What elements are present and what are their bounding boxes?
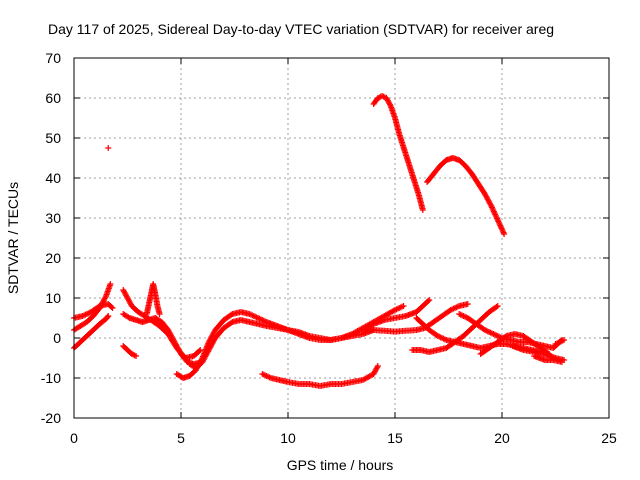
y-tick-label: 40 bbox=[45, 170, 61, 186]
data-point bbox=[400, 303, 407, 309]
data-point bbox=[464, 301, 471, 307]
data-point bbox=[558, 359, 565, 365]
data-point bbox=[133, 353, 140, 359]
y-tick-label: 0 bbox=[53, 330, 61, 346]
data-point bbox=[109, 305, 116, 311]
y-tick-label: 10 bbox=[45, 290, 61, 306]
series-track bbox=[370, 93, 426, 213]
data-point bbox=[228, 319, 235, 326]
data-point bbox=[561, 337, 568, 343]
x-tick-label: 5 bbox=[177, 430, 185, 446]
data-point bbox=[425, 298, 432, 304]
y-tick-label: -10 bbox=[41, 370, 61, 386]
data-point bbox=[374, 363, 381, 369]
data-point bbox=[196, 348, 203, 354]
series-track bbox=[120, 343, 140, 359]
data-point bbox=[501, 231, 508, 237]
data-point bbox=[369, 321, 376, 328]
y-tick-label: 50 bbox=[45, 130, 61, 146]
series-track bbox=[71, 313, 112, 351]
data-point bbox=[493, 303, 500, 310]
series-track bbox=[105, 145, 112, 151]
data-point bbox=[426, 297, 433, 303]
grid bbox=[74, 58, 609, 418]
y-tick-label: 70 bbox=[45, 50, 61, 66]
series-track bbox=[186, 317, 377, 371]
data-point bbox=[105, 313, 112, 319]
y-tick-label: 30 bbox=[45, 210, 61, 226]
series-track bbox=[120, 311, 206, 367]
chart-title: Day 117 of 2025, Sidereal Day-to-day VTE… bbox=[48, 21, 554, 37]
data-point bbox=[95, 303, 102, 310]
data-points bbox=[71, 93, 568, 389]
data-point bbox=[104, 313, 111, 320]
y-tick-label: -20 bbox=[41, 410, 61, 426]
series-track bbox=[424, 155, 508, 237]
x-axis-label: GPS time / hours bbox=[287, 457, 394, 473]
x-tick-label: 25 bbox=[601, 430, 617, 446]
plot-frame bbox=[73, 57, 610, 419]
data-point bbox=[108, 304, 115, 310]
data-point bbox=[419, 207, 426, 213]
series-track bbox=[359, 297, 433, 333]
data-point bbox=[105, 145, 112, 151]
data-point bbox=[502, 333, 509, 340]
axis-ticks bbox=[73, 57, 610, 419]
data-point bbox=[494, 303, 501, 309]
data-point bbox=[156, 311, 163, 317]
axis-tick-labels: 0 5 10 15 20 25 -20 -10 0 10 20 30 40 50 60 70 bbox=[41, 50, 617, 446]
series-track bbox=[173, 303, 407, 381]
y-tick-label: 20 bbox=[45, 250, 61, 266]
series-track bbox=[143, 281, 163, 317]
series-track bbox=[259, 363, 381, 389]
data-point bbox=[387, 101, 394, 108]
data-point bbox=[487, 201, 494, 208]
x-tick-label: 15 bbox=[387, 430, 403, 446]
series-track bbox=[552, 337, 568, 347]
data-point bbox=[228, 311, 235, 318]
x-tick-label: 20 bbox=[494, 430, 510, 446]
series-track bbox=[359, 301, 471, 335]
y-tick-label: 60 bbox=[45, 90, 61, 106]
data-point bbox=[102, 294, 109, 301]
x-tick-label: 0 bbox=[70, 430, 78, 446]
series-track bbox=[531, 353, 565, 365]
x-tick-label: 10 bbox=[280, 430, 296, 446]
y-axis-label: SDTVAR / TECUs bbox=[5, 182, 21, 294]
data-point bbox=[107, 281, 114, 287]
data-point bbox=[197, 347, 204, 353]
data-point bbox=[374, 364, 381, 371]
